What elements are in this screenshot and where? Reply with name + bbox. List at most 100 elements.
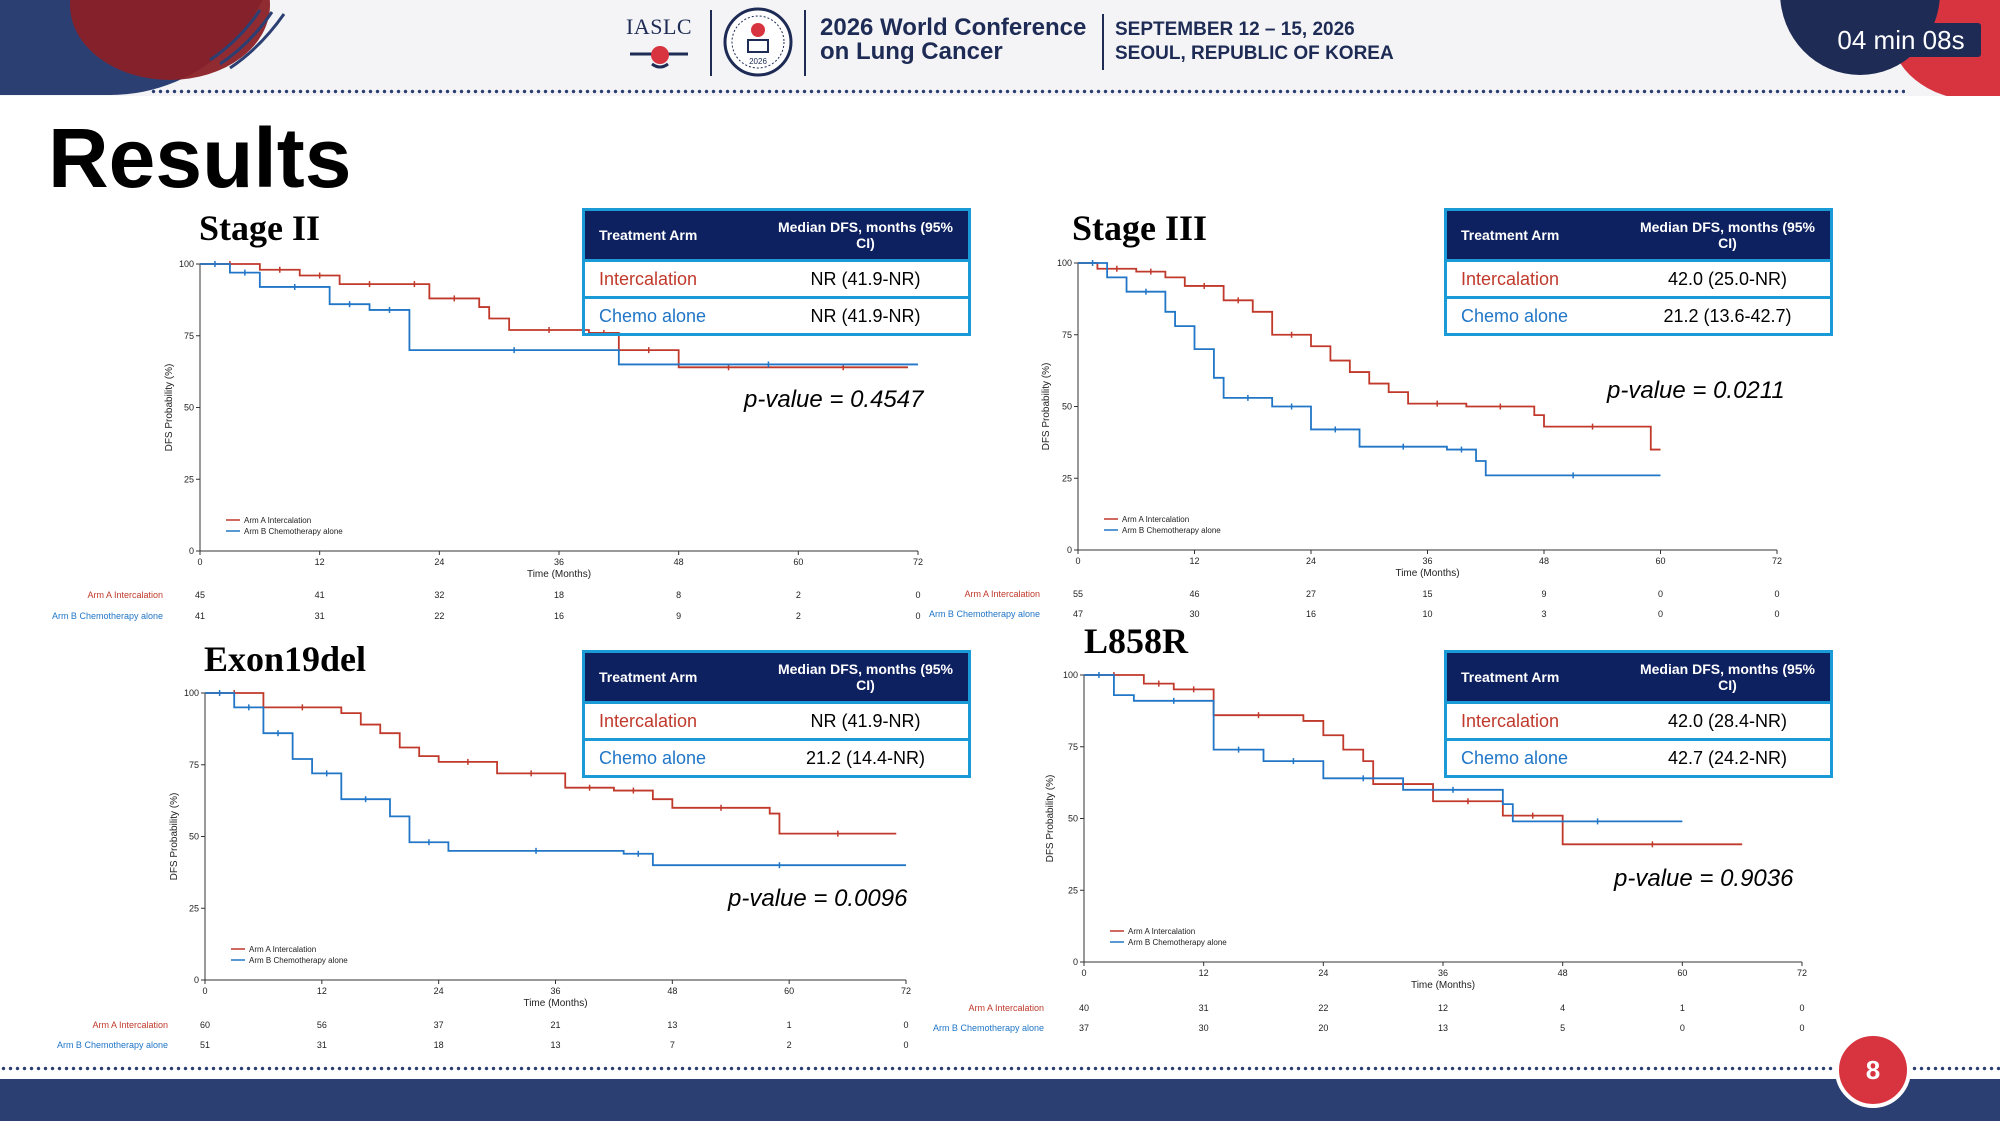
arm-b-label: Chemo alone [583, 738, 763, 777]
header-wave-pattern [209, 9, 286, 70]
arm-a-label: Intercalation [583, 259, 763, 298]
risk-count: 3 [1541, 609, 1546, 619]
legend-label: Arm B Chemotherapy alone [1128, 938, 1227, 947]
y-tick-label: 25 [1062, 473, 1072, 483]
arm-a-curve [1078, 262, 1661, 451]
arm-a-label: Intercalation [1445, 259, 1625, 298]
arm-a-median: 42.0 (25.0-NR) [1625, 259, 1832, 298]
risk-row-label: Arm B Chemotherapy alone [52, 611, 163, 621]
risk-count: 0 [915, 611, 920, 621]
x-tick-label: 36 [1438, 968, 1448, 978]
risk-count: 0 [1680, 1023, 1685, 1033]
risk-count: 2 [796, 611, 801, 621]
x-tick-label: 36 [550, 986, 560, 996]
p-value-exon19del: p-value = 0.0096 [728, 885, 908, 912]
risk-count: 12 [1438, 1003, 1448, 1013]
risk-count: 13 [1438, 1023, 1448, 1033]
x-tick-label: 36 [1422, 556, 1432, 566]
risk-count: 32 [434, 590, 444, 600]
risk-count: 13 [667, 1020, 677, 1030]
y-tick-label: 75 [184, 331, 194, 341]
risk-count: 9 [1541, 589, 1546, 599]
x-tick-label: 12 [1199, 968, 1209, 978]
risk-count: 8 [676, 590, 681, 600]
x-tick-label: 72 [1797, 968, 1807, 978]
y-tick-label: 50 [189, 832, 199, 842]
arm-b-median: 21.2 (13.6-42.7) [1625, 296, 1832, 335]
arm-a-median: NR (41.9-NR) [763, 259, 970, 298]
arm-a-curve [200, 263, 909, 369]
x-tick-label: 60 [1677, 968, 1687, 978]
risk-count: 0 [1658, 609, 1663, 619]
risk-count: 30 [1199, 1023, 1209, 1033]
arm-a-median: NR (41.9-NR) [763, 701, 970, 740]
footer-bar [0, 1079, 2000, 1121]
median-dfs-table-stage-iii: Treatment Arm Median DFS, months (95% CI… [1444, 208, 1833, 336]
risk-count: 10 [1422, 609, 1432, 619]
x-tick-label: 12 [315, 557, 325, 567]
risk-count: 0 [1799, 1003, 1804, 1013]
risk-count: 41 [315, 590, 325, 600]
arm-b-label: Chemo alone [583, 296, 763, 335]
y-tick-label: 75 [1068, 742, 1078, 752]
risk-count: 47 [1073, 609, 1083, 619]
x-tick-label: 48 [1558, 968, 1568, 978]
risk-count: 16 [554, 611, 564, 621]
legend-label: Arm A Intercalation [249, 945, 316, 954]
risk-count: 37 [434, 1020, 444, 1030]
slide-title: Results [48, 111, 352, 205]
header-dotted-rule [150, 89, 1905, 94]
risk-count: 21 [550, 1020, 560, 1030]
y-tick-label: 100 [184, 688, 199, 698]
x-axis-label: Time (Months) [527, 569, 591, 580]
risk-count: 18 [434, 1040, 444, 1050]
risk-count: 2 [787, 1040, 792, 1050]
x-tick-label: 12 [1189, 556, 1199, 566]
risk-count: 20 [1318, 1023, 1328, 1033]
x-tick-label: 24 [434, 557, 444, 567]
panel-label-l858r: L858R [1084, 621, 1189, 661]
conference-header: IASLC 2026 2026 World Conference on Lung… [0, 0, 2000, 96]
arm-b-label: Chemo alone [1445, 296, 1625, 335]
risk-count: 16 [1306, 609, 1316, 619]
x-tick-label: 24 [434, 986, 444, 996]
presentation-timer: 04 min 08s [1821, 23, 1981, 57]
panel-label-stage-ii: Stage II [199, 208, 321, 248]
x-tick-label: 72 [913, 557, 923, 567]
x-tick-label: 0 [1081, 968, 1086, 978]
risk-count: 15 [1422, 589, 1432, 599]
x-tick-label: 60 [793, 557, 803, 567]
y-tick-label: 50 [1068, 814, 1078, 824]
p-value-stage-ii: p-value = 0.4547 [744, 386, 924, 413]
median-dfs-table-l858r: Treatment Arm Median DFS, months (95% CI… [1444, 650, 1833, 778]
legend-label: Arm B Chemotherapy alone [244, 527, 343, 536]
risk-row-label: Arm A Intercalation [92, 1020, 168, 1030]
p-value-stage-iii: p-value = 0.0211 [1607, 377, 1785, 404]
header-median-dfs: Median DFS, months (95% CI) [763, 651, 970, 703]
y-tick-label: 0 [1067, 545, 1072, 555]
y-axis-label: DFS Probability (%) [169, 793, 180, 881]
y-tick-label: 75 [1062, 330, 1072, 340]
legend-label: Arm B Chemotherapy alone [249, 956, 348, 965]
conference-title: 2026 World Conference on Lung Cancer [820, 14, 1087, 65]
p-value-l858r: p-value = 0.9036 [1614, 865, 1794, 892]
conference-dates: SEPTEMBER 12 – 15, 2026 [1115, 19, 1355, 40]
arm-a-label: Intercalation [583, 701, 763, 740]
x-axis-label: Time (Months) [1411, 980, 1475, 991]
risk-row-label: Arm B Chemotherapy alone [933, 1023, 1044, 1033]
risk-count: 55 [1073, 589, 1083, 599]
y-tick-label: 75 [189, 760, 199, 770]
header-treatment-arm: Treatment Arm [583, 209, 763, 261]
risk-count: 41 [195, 611, 205, 621]
header-treatment-arm: Treatment Arm [1445, 209, 1625, 261]
y-tick-label: 100 [1063, 670, 1078, 680]
conference-location: SEOUL, REPUBLIC OF KOREA [1115, 43, 1394, 64]
header-treatment-arm: Treatment Arm [1445, 651, 1625, 703]
risk-count: 0 [915, 590, 920, 600]
seal-year: 2026 [749, 57, 767, 66]
arm-a-median: 42.0 (28.4-NR) [1625, 701, 1832, 740]
risk-count: 0 [1658, 589, 1663, 599]
risk-count: 22 [434, 611, 444, 621]
risk-count: 31 [1199, 1003, 1209, 1013]
